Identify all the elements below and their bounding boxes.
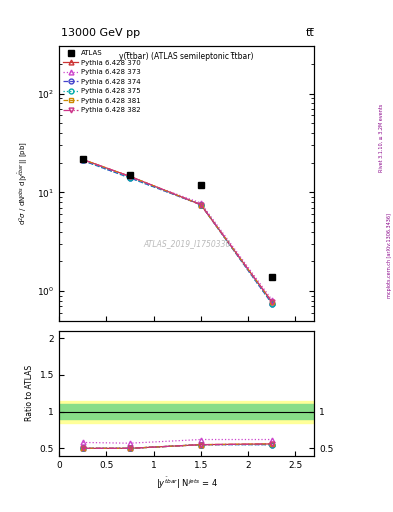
Line: ATLAS: ATLAS xyxy=(79,155,275,280)
Y-axis label: d$^2\sigma$ / dN$^{obs}$ d|y$^{\bar{t}bar}$|| [pb]: d$^2\sigma$ / dN$^{obs}$ d|y$^{\bar{t}ba… xyxy=(17,141,31,225)
Pythia 6.428 370 xyxy=(80,156,85,162)
Text: mcplots.cern.ch [arXiv:1306.3436]: mcplots.cern.ch [arXiv:1306.3436] xyxy=(387,214,391,298)
Pythia 6.428 373 xyxy=(198,200,203,206)
Pythia 6.428 374 xyxy=(128,175,132,181)
Pythia 6.428 374 xyxy=(80,157,85,163)
ATLAS xyxy=(128,172,132,178)
Pythia 6.428 381 xyxy=(198,202,203,208)
Pythia 6.428 370 xyxy=(198,202,203,208)
Pythia 6.428 375 xyxy=(128,175,132,181)
Pythia 6.428 373 xyxy=(80,157,85,163)
Pythia 6.428 374 xyxy=(270,301,274,307)
Bar xyxy=(59,400,314,422)
X-axis label: $|y^{\bar{t}bar}|$ N$^{jets}$ = 4: $|y^{\bar{t}bar}|$ N$^{jets}$ = 4 xyxy=(156,475,218,490)
Pythia 6.428 382 xyxy=(270,299,274,305)
Pythia 6.428 375 xyxy=(198,202,203,208)
Text: 13000 GeV pp: 13000 GeV pp xyxy=(61,28,140,38)
Bar xyxy=(59,404,314,419)
Line: Pythia 6.428 375: Pythia 6.428 375 xyxy=(80,158,274,306)
Pythia 6.428 373 xyxy=(270,296,274,303)
Pythia 6.428 370 xyxy=(128,174,132,180)
ATLAS xyxy=(80,156,85,162)
Pythia 6.428 382 xyxy=(128,174,132,180)
Line: Pythia 6.428 373: Pythia 6.428 373 xyxy=(80,158,274,302)
Line: Pythia 6.428 382: Pythia 6.428 382 xyxy=(80,157,274,304)
Pythia 6.428 370 xyxy=(270,299,274,305)
Pythia 6.428 381 xyxy=(80,156,85,162)
Pythia 6.428 375 xyxy=(80,157,85,163)
Line: Pythia 6.428 370: Pythia 6.428 370 xyxy=(80,157,274,304)
Pythia 6.428 373 xyxy=(128,174,132,180)
Text: y(t̅tbar) (ATLAS semileptonic t̅tbar): y(t̅tbar) (ATLAS semileptonic t̅tbar) xyxy=(119,52,254,60)
ATLAS xyxy=(270,273,274,280)
Line: Pythia 6.428 381: Pythia 6.428 381 xyxy=(80,157,274,304)
Pythia 6.428 381 xyxy=(270,299,274,305)
Text: ATLAS_2019_I1750330: ATLAS_2019_I1750330 xyxy=(143,240,230,248)
Text: tt̅: tt̅ xyxy=(306,28,314,38)
Pythia 6.428 374 xyxy=(198,202,203,208)
ATLAS xyxy=(198,181,203,187)
Pythia 6.428 381 xyxy=(128,174,132,180)
Pythia 6.428 382 xyxy=(80,156,85,162)
Y-axis label: Ratio to ATLAS: Ratio to ATLAS xyxy=(25,365,34,421)
Pythia 6.428 382 xyxy=(198,202,203,208)
Text: Rivet 3.1.10, ≥ 3.2M events: Rivet 3.1.10, ≥ 3.2M events xyxy=(379,104,384,173)
Line: Pythia 6.428 374: Pythia 6.428 374 xyxy=(80,158,274,306)
Pythia 6.428 375 xyxy=(270,301,274,307)
Legend: ATLAS, Pythia 6.428 370, Pythia 6.428 373, Pythia 6.428 374, Pythia 6.428 375, P: ATLAS, Pythia 6.428 370, Pythia 6.428 37… xyxy=(61,48,143,115)
